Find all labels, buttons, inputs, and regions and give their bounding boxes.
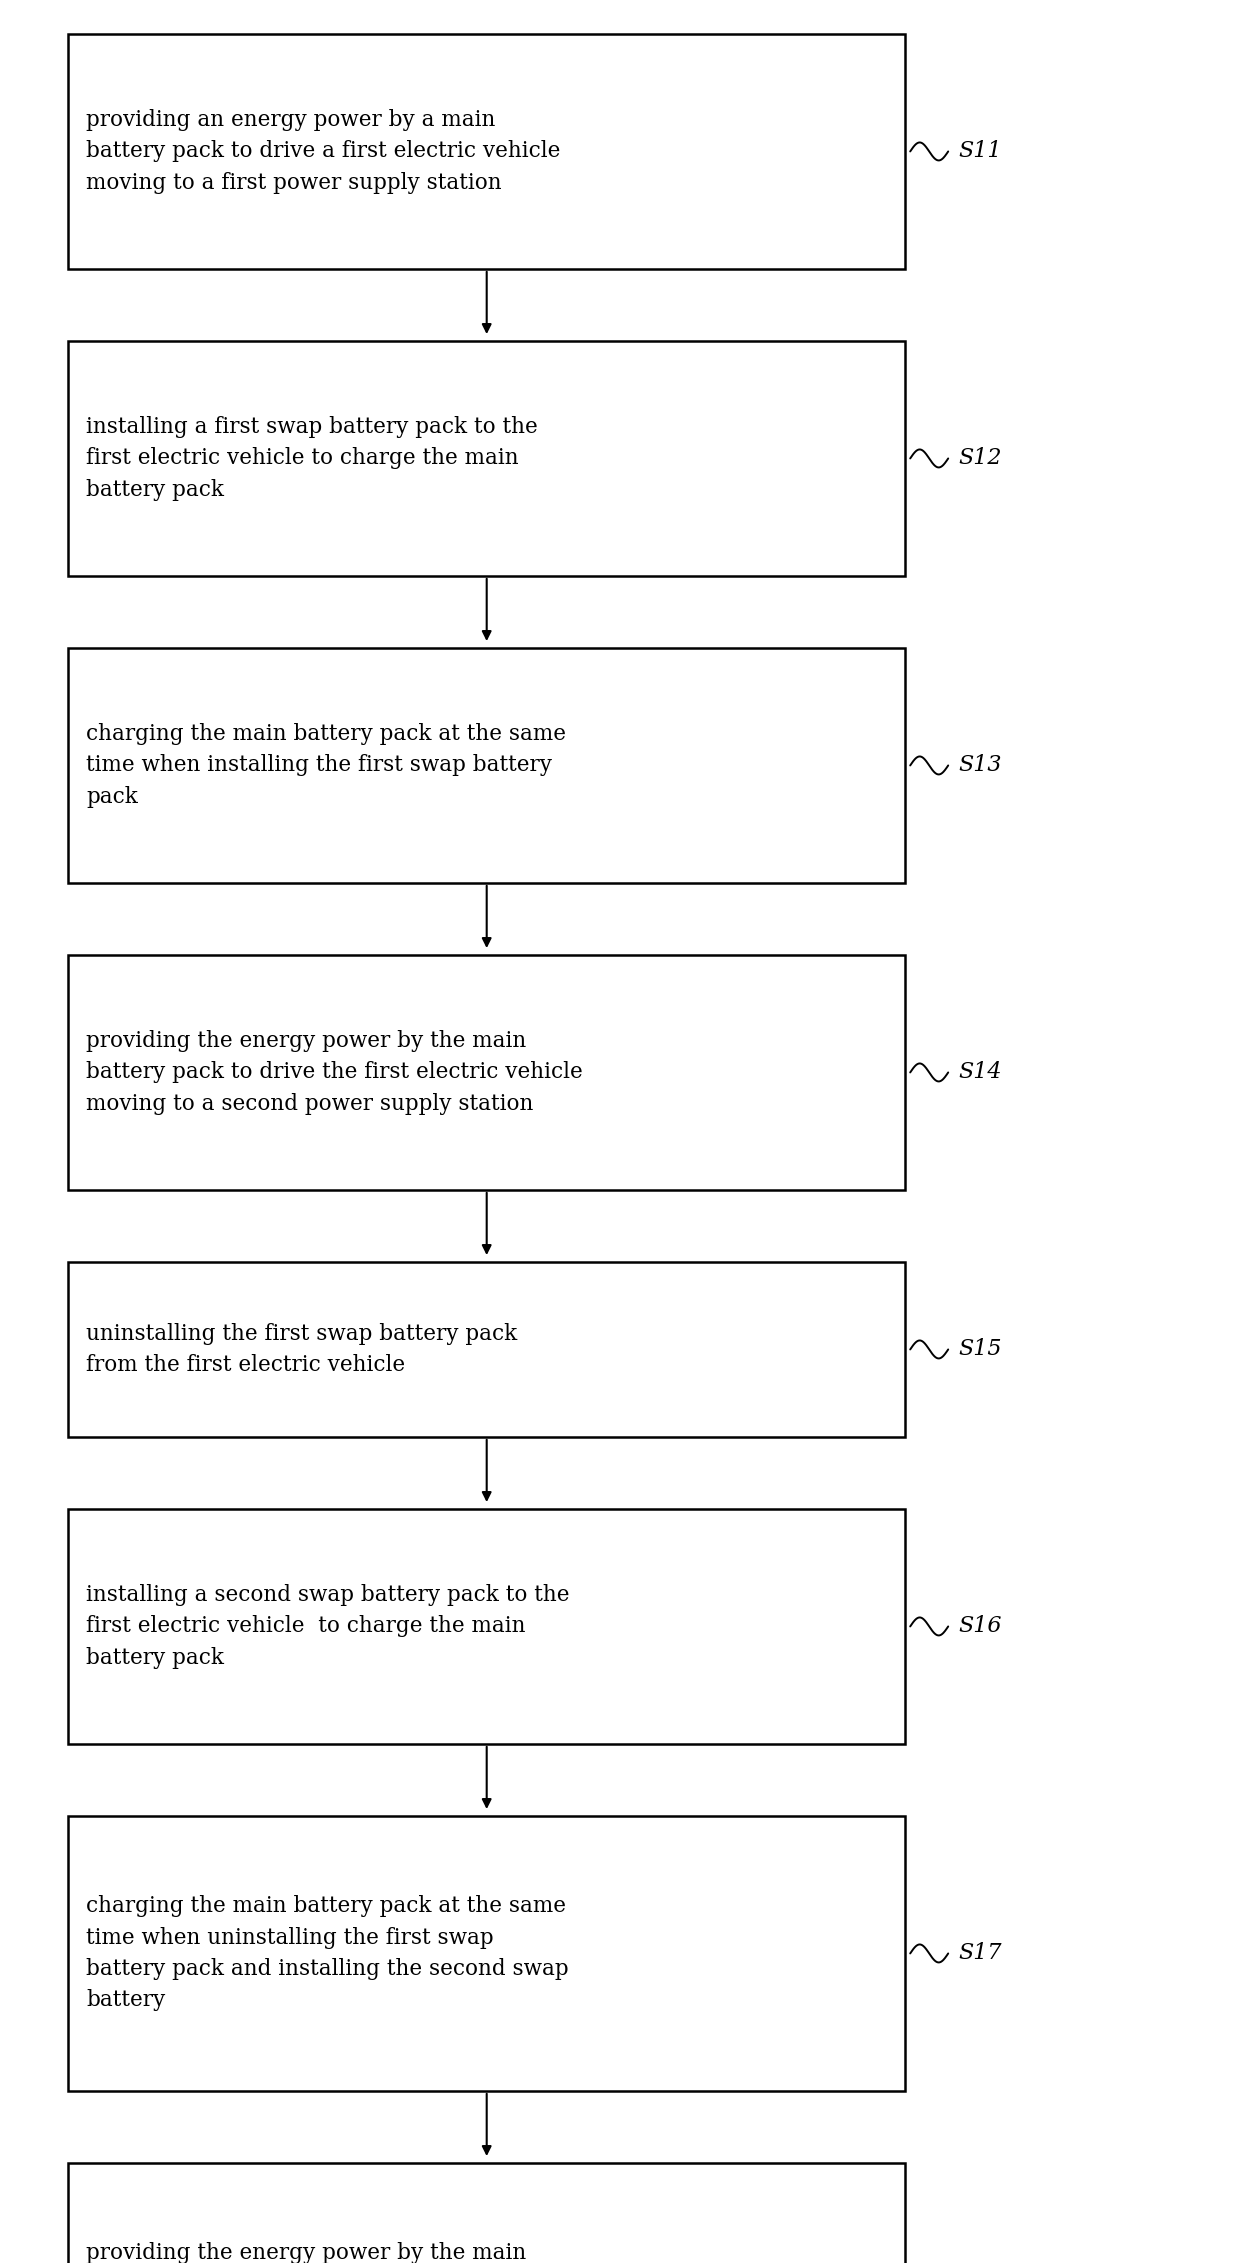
Bar [68, 955, 905, 1190]
Bar [68, 1815, 905, 2091]
Text: providing the energy power by the main
battery pack to drive the first electric
: providing the energy power by the main b… [87, 2243, 564, 2263]
Text: providing the energy power by the main
battery pack to drive the first electric : providing the energy power by the main b… [87, 1030, 583, 1116]
Text: uninstalling the first swap battery pack
from the first electric vehicle: uninstalling the first swap battery pack… [87, 1324, 517, 1376]
Bar [68, 34, 905, 269]
Text: S15: S15 [959, 1337, 1002, 1360]
Text: installing a second swap battery pack to the
first electric vehicle  to charge t: installing a second swap battery pack to… [87, 1584, 569, 1668]
Bar [68, 342, 905, 577]
Text: S14: S14 [959, 1061, 1002, 1084]
Bar [68, 647, 905, 883]
Bar [68, 1263, 905, 1437]
Text: charging the main battery pack at the same
time when uninstalling the first swap: charging the main battery pack at the sa… [87, 1896, 569, 2012]
Text: charging the main battery pack at the same
time when installing the first swap b: charging the main battery pack at the sa… [87, 724, 567, 808]
Text: S12: S12 [959, 448, 1002, 468]
Bar [68, 1509, 905, 1745]
Text: S17: S17 [959, 1942, 1002, 1964]
Text: providing an energy power by a main
battery pack to drive a first electric vehic: providing an energy power by a main batt… [87, 109, 560, 195]
Bar [68, 2163, 905, 2263]
Text: S13: S13 [959, 754, 1002, 776]
Text: installing a first swap battery pack to the
first electric vehicle to charge the: installing a first swap battery pack to … [87, 416, 538, 500]
Text: S16: S16 [959, 1616, 1002, 1638]
Text: S11: S11 [959, 140, 1002, 163]
